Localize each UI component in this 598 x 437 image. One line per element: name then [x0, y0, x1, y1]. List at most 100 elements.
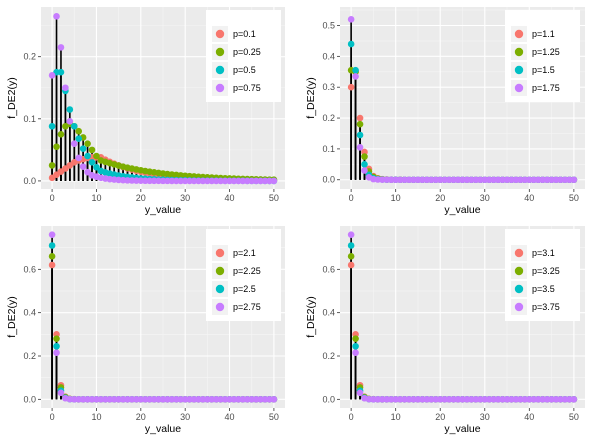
y-tick-label: 0.3: [322, 82, 335, 92]
data-point: [48, 242, 56, 249]
y-axis-title: f_DE2(y): [305, 77, 317, 118]
data-point: [62, 84, 69, 92]
x-tick-label: 0: [349, 412, 354, 422]
data-point: [352, 73, 359, 80]
y-tick-label: 0.4: [322, 308, 335, 318]
legend-key: [215, 47, 225, 57]
data-point: [70, 140, 78, 147]
x-tick-label: 50: [269, 412, 279, 422]
data-point: [53, 349, 60, 357]
legend-key: [514, 302, 524, 312]
data-point: [347, 231, 355, 238]
y-tick-label: 0.2: [23, 351, 36, 361]
x-tick-label: 40: [225, 412, 235, 422]
y-tick-label: 0.0: [23, 394, 36, 404]
legend-label: p=2.75: [233, 302, 261, 312]
legend-label: p=1.5: [532, 65, 555, 75]
y-tick-label: 0.2: [322, 113, 335, 123]
x-tick-label: 40: [225, 193, 235, 203]
data-point: [48, 162, 56, 169]
y-tick-label: 0.4: [23, 308, 36, 318]
y-axis-title: f_DE2(y): [6, 77, 18, 118]
legend-label: p=0.25: [233, 47, 261, 57]
data-point: [356, 131, 364, 139]
data-point: [53, 335, 60, 342]
data-point: [361, 153, 368, 160]
legend-label: p=1.75: [532, 83, 560, 93]
chart-bottom-right: 0 10 20 30 40 50 0.0 0.2 0.4 0.6 y_value f_DE2(y) p=…: [305, 226, 585, 435]
data-point: [84, 140, 91, 147]
data-point: [347, 16, 355, 23]
y-axis-title: f_DE2(y): [6, 296, 18, 337]
data-point: [48, 72, 56, 79]
legend-key: [514, 248, 524, 258]
data-point: [352, 342, 359, 350]
y-axis-title: f_DE2(y): [305, 296, 317, 337]
data-point: [347, 253, 355, 260]
legend-label: p=2.5: [233, 284, 256, 294]
x-tick-label: 30: [480, 412, 490, 422]
x-axis-title: y_value: [444, 204, 480, 216]
data-point: [270, 396, 278, 403]
y-tick-label: 0.2: [23, 52, 36, 62]
legend-key: [514, 47, 524, 57]
legend-key: [514, 83, 524, 93]
legend-key: [514, 65, 524, 75]
data-point: [75, 154, 83, 162]
x-tick-label: 30: [180, 193, 190, 203]
y-tick-label: 0.4: [322, 51, 335, 61]
data-point: [352, 66, 359, 74]
x-tick-label: 0: [50, 193, 55, 203]
data-point: [356, 120, 364, 128]
x-tick-label: 10: [391, 412, 401, 422]
y-tick-label: 0.1: [23, 114, 36, 124]
data-point: [93, 152, 100, 160]
legend-label: p=3.5: [532, 284, 555, 294]
data-point: [48, 261, 56, 269]
data-point: [66, 117, 74, 125]
legend-key: [215, 83, 225, 93]
legend-label: p=2.25: [233, 266, 261, 276]
data-point: [53, 13, 60, 20]
legend-key: [514, 29, 524, 39]
x-tick-label: 40: [524, 193, 534, 203]
data-point: [347, 40, 355, 48]
legend-label: p=3.75: [532, 302, 560, 312]
data-point: [79, 163, 87, 170]
x-tick-label: 10: [391, 193, 401, 203]
x-axis-title: y_value: [145, 423, 181, 435]
data-point: [88, 158, 96, 166]
y-tick-label: 0.6: [23, 264, 36, 274]
data-point: [352, 349, 359, 357]
y-tick-label: 0.0: [322, 394, 335, 404]
y-tick-label: 0.6: [322, 264, 335, 274]
data-point: [53, 143, 60, 151]
x-tick-label: 50: [569, 193, 579, 203]
data-point: [361, 167, 368, 174]
data-point: [361, 148, 368, 156]
x-tick-label: 50: [569, 412, 579, 422]
data-point: [347, 261, 355, 269]
data-point: [570, 176, 578, 184]
x-tick-label: 10: [91, 412, 101, 422]
data-point: [570, 396, 578, 403]
y-tick-label: 0.1: [322, 144, 335, 154]
x-axis-title: y_value: [145, 204, 181, 216]
legend-key: [215, 65, 225, 75]
x-tick-label: 50: [269, 193, 279, 203]
data-point: [57, 131, 65, 138]
legend-key: [514, 266, 524, 276]
x-axis-title: y_value: [444, 423, 480, 435]
x-tick-label: 20: [136, 193, 146, 203]
legend-key: [215, 29, 225, 39]
data-point: [57, 389, 65, 397]
legend-label: p=0.75: [233, 83, 261, 93]
chart-top-left: 0 10 20 30 40 50 0.0 0.1 0.2 y_value f_DE2(y) p=0.1…: [6, 7, 285, 216]
data-point: [361, 161, 368, 168]
legend-label: p=0.5: [233, 65, 256, 75]
data-point: [75, 135, 83, 142]
x-tick-label: 40: [524, 412, 534, 422]
legend-key: [215, 266, 225, 276]
legend-label: p=2.1: [233, 248, 256, 258]
